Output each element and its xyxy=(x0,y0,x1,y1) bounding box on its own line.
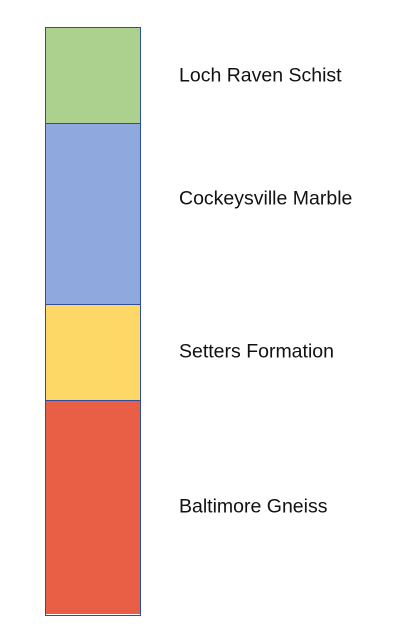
label-loch-raven-schist: Loch Raven Schist xyxy=(179,64,342,87)
label-setters-formation: Setters Formation xyxy=(179,340,334,363)
layer-loch-raven-schist xyxy=(46,28,140,123)
layer-baltimore-gneiss xyxy=(46,400,140,614)
layer-cockeysville-marble xyxy=(46,123,140,304)
stratigraphic-column xyxy=(45,27,141,616)
layer-setters-formation xyxy=(46,304,140,400)
label-baltimore-gneiss: Baltimore Gneiss xyxy=(179,495,328,518)
label-cockeysville-marble: Cockeysville Marble xyxy=(179,187,353,210)
